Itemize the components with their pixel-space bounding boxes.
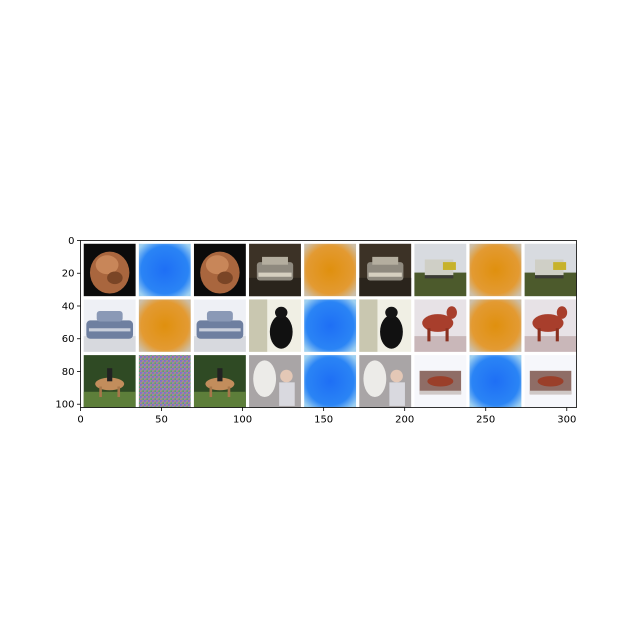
image-tile-r2-c5 xyxy=(359,355,412,408)
x-tick-label: 200 xyxy=(395,415,414,426)
image-tile-r0-c2 xyxy=(193,243,246,297)
image-tile-r1-c6 xyxy=(414,299,467,352)
image-tile-r0-c7 xyxy=(469,243,522,297)
image-tile-r0-c5 xyxy=(359,243,412,297)
image-tile-r1-c7 xyxy=(469,299,522,352)
image-tile-r0-c8 xyxy=(524,243,577,297)
image-tile-r2-c0 xyxy=(83,355,136,408)
y-tick-label: 80 xyxy=(62,367,75,378)
image-tile-r2-c6 xyxy=(414,355,467,408)
x-tick-label: 50 xyxy=(155,415,168,426)
image-tile-r0-c4 xyxy=(304,243,357,297)
plot-frame xyxy=(80,240,577,408)
image-tile-r2-c4 xyxy=(304,355,357,408)
image-tile-r1-c8 xyxy=(524,299,577,352)
x-tick-label: 300 xyxy=(557,415,576,426)
y-tick-label: 100 xyxy=(55,400,74,411)
x-tick-label: 0 xyxy=(77,415,83,426)
x-tick-label: 250 xyxy=(476,415,495,426)
image-tile-r1-c3 xyxy=(249,299,301,352)
image-tile-r2-c2 xyxy=(193,355,246,408)
y-tick-label: 60 xyxy=(62,334,75,345)
image-tile-r2-c3 xyxy=(249,355,301,408)
image-tile-r0-c0 xyxy=(83,243,136,297)
image-tile-r1-c1 xyxy=(138,299,191,352)
x-tick-label: 150 xyxy=(314,415,333,426)
image-tile-r1-c5 xyxy=(359,299,412,352)
y-tick-label: 0 xyxy=(68,236,74,247)
y-tick-label: 40 xyxy=(62,301,75,312)
y-tick-label: 20 xyxy=(62,269,75,280)
image-tile-r1-c4 xyxy=(304,299,357,352)
image-tile-r2-c8 xyxy=(524,355,577,408)
image-tile-r0-c3 xyxy=(249,243,301,297)
image-tile-r1-c0 xyxy=(83,299,136,352)
x-tick-label: 100 xyxy=(233,415,252,426)
image-tile-r0-c6 xyxy=(414,243,467,297)
image-tile-r0-c1 xyxy=(138,243,191,297)
image-tile-r2-c1 xyxy=(138,355,191,408)
image-tile-r1-c2 xyxy=(193,299,246,352)
image-tile-r2-c7 xyxy=(469,355,522,408)
